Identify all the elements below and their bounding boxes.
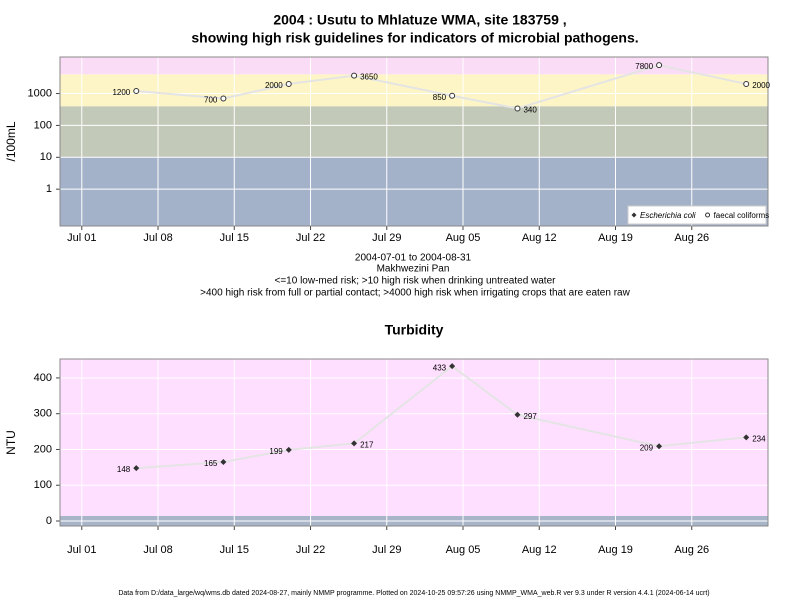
x-tick-label: Jul 08 — [143, 544, 172, 556]
annotation: >400 high risk from full or partial cont… — [200, 288, 630, 299]
x-tick-label: Aug 05 — [446, 232, 481, 244]
data-point — [514, 105, 521, 112]
data-label: 433 — [433, 363, 447, 372]
data-label: 297 — [523, 412, 537, 421]
risk-band — [60, 57, 768, 75]
data-label: 234 — [752, 434, 766, 443]
data-label: 209 — [640, 443, 654, 452]
risk-band — [60, 74, 768, 107]
y-tick-label: 200 — [34, 443, 52, 455]
annotation: <=10 low-med risk; >10 high risk when dr… — [275, 276, 557, 287]
x-tick-label: Aug 26 — [674, 544, 709, 556]
data-point — [133, 88, 140, 95]
data-point — [449, 363, 456, 370]
chart-subtitle: showing high risk guidelines for indicat… — [191, 30, 638, 46]
data-point — [449, 92, 456, 99]
y-tick-label: 100 — [34, 119, 52, 131]
y-tick-label: 400 — [34, 372, 52, 384]
y-tick-label: 300 — [34, 408, 52, 420]
x-tick-label: Jul 01 — [67, 232, 96, 244]
x-tick-label: Jul 01 — [67, 544, 96, 556]
data-point — [285, 446, 292, 453]
x-label: 2004-07-01 to 2004-08-31 — [355, 253, 472, 264]
x-tick-label: Jul 29 — [372, 232, 401, 244]
x-tick-label: Aug 19 — [598, 232, 633, 244]
data-point — [220, 95, 227, 102]
x-tick-label: Aug 26 — [674, 232, 709, 244]
chart-title: 2004 : Usutu to Mhlatuze WMA, site 18375… — [273, 12, 566, 28]
data-point — [351, 72, 358, 79]
data-point — [656, 443, 663, 450]
data-point — [220, 458, 227, 465]
y-tick-label: 0 — [46, 515, 52, 527]
data-label: 217 — [360, 441, 374, 450]
plot-frame — [59, 358, 769, 527]
data-label: 3650 — [360, 73, 378, 82]
x-tick-label: Jul 22 — [296, 544, 325, 556]
data-point — [656, 62, 663, 69]
data-point — [133, 465, 140, 472]
data-point — [743, 80, 750, 87]
plot-frame — [59, 56, 769, 227]
y-axis-label: /100mL — [4, 121, 18, 161]
x-tick-label: Aug 12 — [522, 232, 557, 244]
risk-band — [60, 106, 768, 158]
series-line — [136, 64, 747, 110]
data-point — [285, 80, 292, 87]
x-tick-label: Jul 29 — [372, 544, 401, 556]
data-label: 850 — [433, 93, 447, 102]
legend-label: faecal coliforms — [714, 211, 770, 220]
chart-title: Turbidity — [385, 322, 444, 338]
x-tick-label: Aug 19 — [598, 544, 633, 556]
data-point — [351, 440, 358, 447]
y-axis-label: NTU — [4, 430, 18, 455]
annotation: Makhwezini Pan — [377, 264, 450, 275]
x-tick-label: Jul 22 — [296, 232, 325, 244]
data-point — [514, 411, 521, 418]
x-tick-label: Jul 08 — [143, 232, 172, 244]
series-line — [136, 364, 747, 470]
data-label: 7800 — [635, 62, 653, 71]
data-label: 2000 — [752, 81, 770, 90]
data-label: 340 — [523, 106, 537, 115]
data-label: 199 — [269, 447, 283, 456]
x-tick-label: Jul 15 — [220, 544, 249, 556]
x-tick-label: Aug 12 — [522, 544, 557, 556]
y-tick-label: 1 — [46, 183, 52, 195]
y-tick-label: 10 — [40, 151, 52, 163]
legend-marker — [705, 212, 711, 218]
legend-label: Escherichia coli — [640, 211, 696, 220]
y-tick-label: 1000 — [28, 87, 52, 99]
y-tick-label: 100 — [34, 479, 52, 491]
data-label: 165 — [204, 459, 218, 468]
legend-box — [627, 205, 767, 225]
legend-marker — [631, 212, 637, 218]
data-label: 148 — [117, 465, 131, 474]
x-tick-label: Jul 15 — [220, 232, 249, 244]
data-point — [743, 434, 750, 441]
data-label: 700 — [204, 96, 218, 105]
x-tick-label: Aug 05 — [446, 544, 481, 556]
data-label: 2000 — [265, 81, 283, 90]
footer: Data from D:/data_large/wq/wms.db dated … — [118, 590, 709, 597]
risk-band — [60, 359, 768, 516]
data-label: 1200 — [112, 88, 130, 97]
